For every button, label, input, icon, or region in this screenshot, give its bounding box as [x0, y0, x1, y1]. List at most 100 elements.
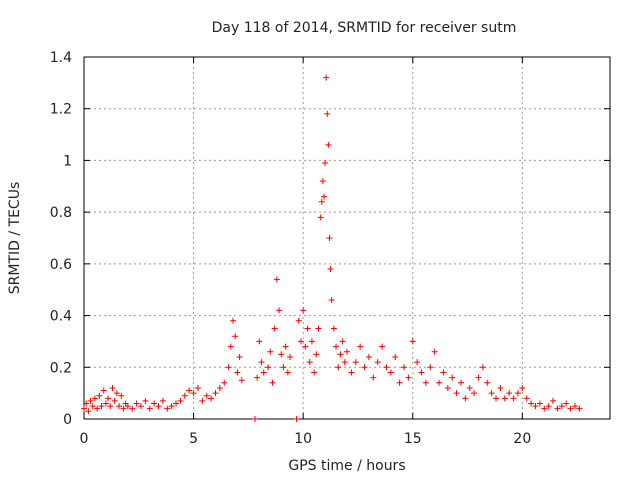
data-point	[514, 390, 521, 397]
data-point	[392, 353, 399, 360]
data-point	[510, 395, 517, 402]
data-point	[142, 397, 149, 404]
data-point	[302, 343, 309, 350]
data-point	[444, 384, 451, 391]
data-point	[111, 397, 118, 404]
data-point	[387, 369, 394, 376]
data-point	[315, 325, 322, 332]
data-point	[91, 395, 98, 402]
data-point	[199, 397, 206, 404]
x-tick-label: 10	[294, 431, 312, 447]
data-point	[273, 276, 280, 283]
data-point	[409, 338, 416, 345]
data-point	[523, 395, 530, 402]
data-point	[308, 338, 315, 345]
data-point	[324, 110, 331, 117]
data-point	[337, 351, 344, 358]
data-point	[427, 364, 434, 371]
data-point	[554, 405, 561, 412]
data-point	[89, 403, 96, 410]
data-point	[532, 403, 539, 410]
y-axis-ticks: 0 0.2 0.4 0.6 0.8 1 1.2 1.4	[50, 50, 610, 428]
data-point	[120, 405, 127, 412]
x-tick-label: 5	[189, 431, 198, 447]
data-point	[146, 405, 153, 412]
grid	[84, 57, 610, 419]
data-point	[365, 353, 372, 360]
data-point	[129, 405, 136, 412]
data-point	[133, 400, 140, 407]
data-point	[230, 317, 237, 324]
data-point	[506, 390, 513, 397]
x-tick-label: 15	[404, 431, 422, 447]
data-point	[155, 403, 162, 410]
data-point	[107, 403, 114, 410]
data-point	[96, 392, 103, 399]
data-point	[137, 403, 144, 410]
data-point	[567, 405, 574, 412]
y-tick-label: 0	[63, 412, 72, 428]
data-point	[536, 400, 543, 407]
data-point	[493, 395, 500, 402]
data-point	[374, 359, 381, 366]
y-tick-label: 1.4	[50, 50, 72, 66]
data-point	[109, 384, 116, 391]
data-point	[124, 403, 131, 410]
data-point	[320, 193, 327, 200]
data-point	[317, 214, 324, 221]
data-point	[100, 387, 107, 394]
data-point	[436, 379, 443, 386]
data-point	[267, 348, 274, 355]
data-point	[418, 369, 425, 376]
x-tick-label: 20	[513, 431, 531, 447]
data-point	[276, 307, 283, 314]
data-point	[98, 403, 105, 410]
y-tick-label: 0.8	[50, 205, 72, 221]
data-point	[383, 364, 390, 371]
data-point	[151, 400, 158, 407]
data-point	[265, 364, 272, 371]
data-point	[323, 74, 330, 81]
data-point	[284, 369, 291, 376]
data-point	[251, 416, 258, 422]
data-point	[330, 325, 337, 332]
data-point	[475, 374, 482, 381]
data-point	[87, 397, 94, 404]
data-point	[471, 390, 478, 397]
data-point	[287, 353, 294, 360]
data-point	[322, 160, 329, 167]
data-point	[221, 379, 228, 386]
data-point	[311, 369, 318, 376]
data-point	[297, 338, 304, 345]
data-point	[488, 390, 495, 397]
data-point	[571, 403, 578, 410]
data-point	[168, 403, 175, 410]
data-point	[293, 416, 300, 422]
data-point	[344, 348, 350, 355]
data-point	[497, 384, 504, 391]
data-point	[278, 351, 285, 358]
x-axis-ticks: 0 5 10 15 20	[80, 57, 531, 447]
data-point	[186, 387, 193, 394]
data-point	[113, 390, 120, 397]
data-point	[327, 266, 334, 273]
data-point	[282, 343, 289, 350]
data-point	[484, 379, 491, 386]
data-point	[528, 400, 535, 407]
data-point	[348, 369, 355, 376]
data-point	[341, 359, 348, 366]
data-point	[414, 359, 421, 366]
data-point	[190, 390, 197, 397]
data-point	[563, 400, 570, 407]
data-point	[361, 364, 368, 371]
x-tick-label: 0	[80, 431, 89, 447]
data-point	[479, 364, 486, 371]
data-point	[208, 395, 215, 402]
data-point	[216, 384, 223, 391]
data-point	[453, 390, 460, 397]
data-point	[357, 343, 364, 350]
data-point	[194, 384, 201, 391]
data-point	[313, 351, 320, 358]
data-point	[85, 408, 92, 415]
